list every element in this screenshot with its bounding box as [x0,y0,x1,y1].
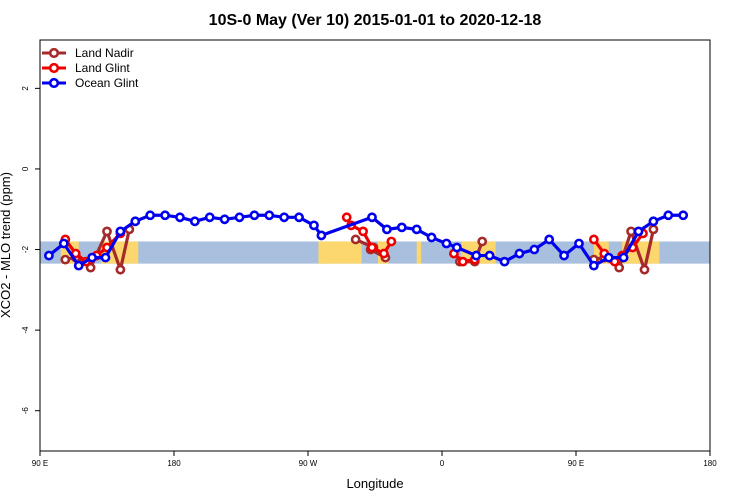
x-tick-label: 90 E [568,459,584,468]
legend-item: Ocean Glint [42,76,139,90]
data-point [477,236,488,247]
data-point [396,222,407,233]
data-point [678,210,689,221]
data-point [457,256,468,267]
data-point [471,250,482,261]
x-axis-label: Longitude [346,476,403,491]
x-axis: 90 E 180 90 W 0 90 E 180 [32,451,717,468]
x-tick-label: 0 [440,459,445,468]
data-point [73,260,84,271]
data-point [514,248,525,259]
data-point [663,210,674,221]
legend-label: Land Nadir [75,46,134,60]
data-point [603,252,614,263]
legend-swatch-marker [48,47,60,59]
data-point [614,262,625,273]
land-region [416,241,422,264]
land-region [319,241,362,264]
legend-swatch-marker [48,62,60,74]
data-point [559,250,569,261]
data-point [60,254,71,265]
data-point [130,216,141,227]
data-point [44,250,54,261]
data-point [626,226,636,237]
data-point [350,234,361,245]
data-point [639,264,650,275]
data-point [189,216,200,227]
data-point [264,210,275,221]
data-point [294,212,304,223]
y-tick-label: -6 [21,407,30,415]
data-point [386,236,397,247]
series-land-nadir [60,224,659,275]
data-point [175,212,185,223]
data-point [115,264,126,275]
legend-item: Land Glint [42,61,130,75]
legend-label: Ocean Glint [75,76,139,90]
data-point [379,248,389,259]
data-point [279,212,290,223]
data-point [145,210,156,221]
data-point [234,212,245,223]
data-point [499,256,510,267]
y-axis-label: XCO2 - MLO trend (ppm) [0,172,13,318]
data-point [426,232,437,243]
data-point [588,234,599,245]
data-point [367,212,377,223]
data-point [309,220,319,231]
data-point [618,252,629,263]
legend-swatch-marker [48,77,60,89]
y-tick-label: 0 [21,166,30,171]
data-point [115,226,126,237]
data-point [451,242,462,253]
plot-frame [39,39,711,452]
data-point [441,238,452,249]
data-point [648,216,659,227]
data-point [588,260,599,271]
data-point [484,250,495,261]
y-axis: -6 -4 -2 0 2 [21,86,40,415]
data-point [85,262,96,273]
data-point [529,244,540,255]
data-point [367,242,377,253]
y-tick-label: -2 [21,245,30,253]
data-point [341,212,352,223]
data-point [382,224,392,235]
data-point [160,210,170,221]
data-point [249,210,260,221]
data-point [102,226,112,237]
data-point [574,238,584,249]
series-ocean-glint [44,210,689,271]
data-point [58,238,69,249]
chart-title: 10S-0 May (Ver 10) 2015-01-01 to 2020-12… [209,12,542,29]
legend-label: Land Glint [75,61,130,75]
data-point [411,224,422,235]
x-tick-label: 90 E [32,459,48,468]
x-tick-label: 90 W [299,459,318,468]
y-tick-label: 2 [21,86,30,91]
data-point [204,212,215,223]
x-tick-label: 180 [167,459,181,468]
x-tick-label: 180 [703,459,717,468]
data-point [633,226,644,237]
data-point [100,252,111,263]
data-point [316,230,327,241]
data-point [219,214,230,225]
data-point [87,252,98,263]
data-point [648,224,659,235]
data-point [358,226,368,237]
series-layer [44,210,689,275]
y-tick-label: -4 [21,326,30,334]
legend-item: Land Nadir [42,46,134,60]
data-point [544,234,555,245]
